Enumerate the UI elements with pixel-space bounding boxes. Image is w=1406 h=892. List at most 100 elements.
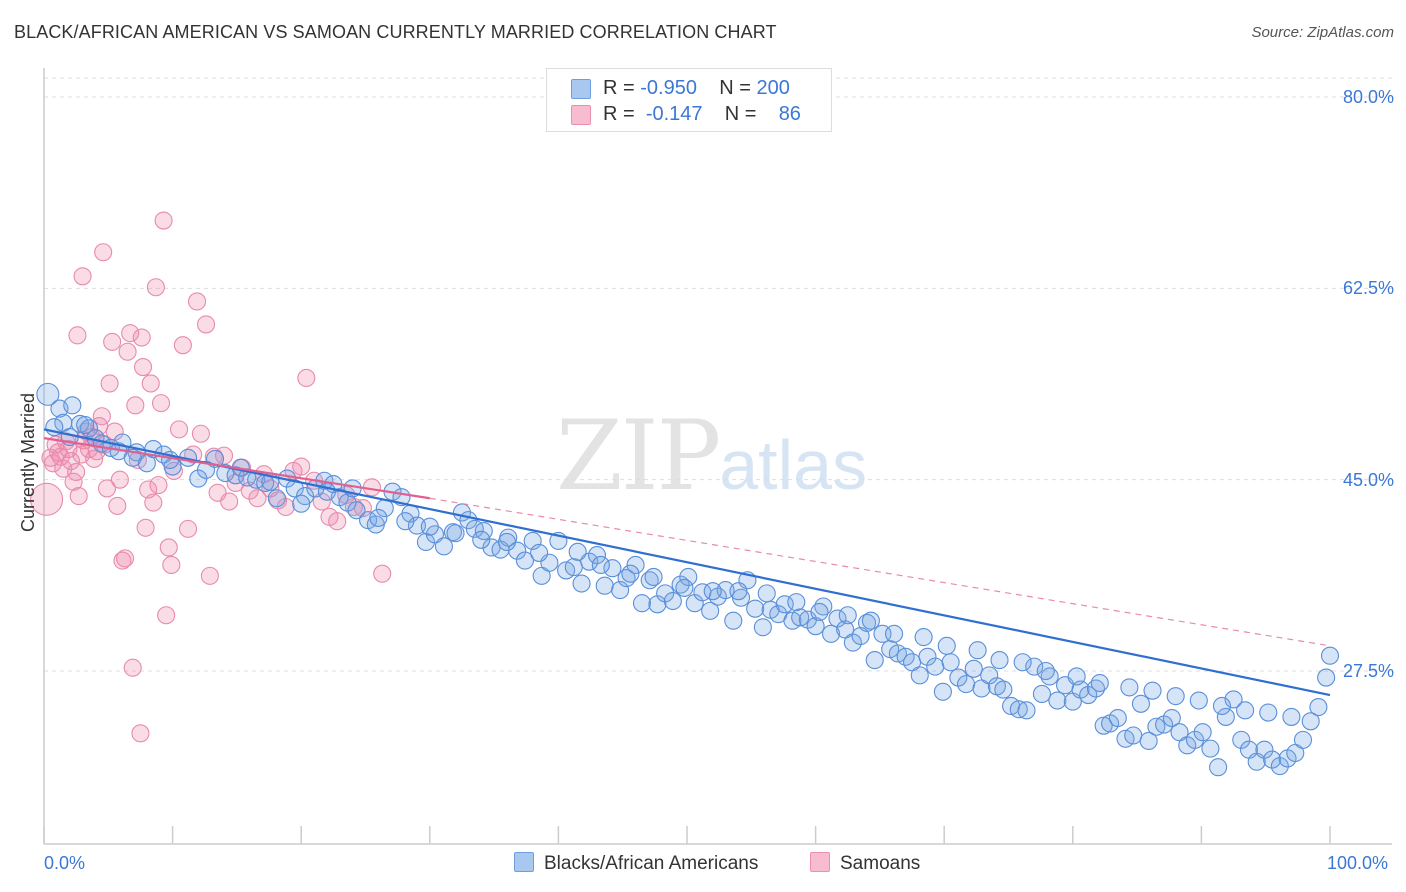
black-african-american-point — [918, 647, 937, 666]
samoan-point — [126, 396, 145, 415]
black-african-american-point — [63, 396, 82, 415]
legend-text-blacks: R = -0.950 N = 200 — [603, 77, 790, 99]
legend-r-value-blacks: -0.950 — [640, 77, 697, 99]
black-african-american-point — [1009, 700, 1028, 719]
legend-swatch-pink — [571, 105, 591, 125]
black-african-american-point — [1259, 703, 1278, 722]
samoan-point — [133, 358, 153, 377]
black-african-american-point — [1155, 715, 1174, 734]
samoan-point — [154, 211, 173, 230]
samoan-point — [292, 457, 311, 476]
legend-n-value-blacks: 200 — [756, 77, 790, 99]
black-african-american-point — [591, 555, 610, 574]
black-african-american-point — [1013, 653, 1032, 672]
black-african-american-point — [1301, 712, 1320, 731]
samoan-point — [131, 724, 150, 743]
black-african-american-point — [708, 587, 727, 606]
black-african-american-point — [572, 574, 591, 593]
samoan-point — [67, 462, 86, 482]
samoan-point — [248, 489, 267, 508]
black-african-american-point — [884, 624, 904, 643]
black-african-american-point — [1090, 673, 1109, 693]
black-african-american-point — [1124, 726, 1143, 745]
black-african-american-point — [1032, 684, 1051, 704]
legend-r-value-samoans: -0.147 — [645, 103, 703, 125]
chart-title: BLACK/AFRICAN AMERICAN VS SAMOAN CURRENT… — [14, 22, 777, 42]
black-african-american-point — [420, 517, 439, 536]
black-african-american-point — [1317, 668, 1336, 687]
samoan-point — [173, 336, 192, 355]
y-tick-label: 80.0% — [1342, 87, 1394, 107]
samoan-point — [113, 551, 132, 570]
legend-n-value-samoans: 86 — [778, 103, 801, 125]
samoan-point — [149, 476, 168, 495]
black-african-american-point — [1212, 696, 1232, 716]
black-african-american-point — [1166, 687, 1185, 706]
samoan-point — [191, 424, 210, 443]
black-african-american-points — [36, 382, 1340, 777]
black-african-american-point — [396, 512, 415, 531]
correlation-legend: R = -0.950 N = 200 R = -0.147 N = 86 — [546, 68, 832, 132]
black-african-american-point — [1185, 730, 1205, 749]
black-african-american-point — [407, 516, 426, 535]
black-african-american-point — [941, 653, 960, 672]
black-african-american-point — [347, 501, 366, 520]
black-african-american-point — [446, 524, 465, 543]
black-african-american-point — [1216, 707, 1235, 726]
samoan-point — [200, 566, 219, 585]
black-african-american-point — [1079, 686, 1098, 705]
black-african-american-point — [632, 594, 652, 613]
black-african-american-point — [1320, 646, 1340, 665]
samoan-point — [141, 374, 160, 393]
black-african-american-point — [472, 530, 491, 549]
black-african-american-point — [990, 651, 1009, 670]
samoan-point — [103, 332, 122, 351]
bottom-legend-label-samoans: Samoans — [840, 853, 921, 874]
black-african-american-point — [36, 382, 60, 406]
black-african-american-point — [843, 633, 862, 652]
black-african-american-point — [1120, 678, 1139, 697]
black-african-american-point — [663, 591, 682, 611]
samoan-point — [92, 407, 111, 426]
black-african-american-point — [515, 551, 535, 570]
samoan-point — [110, 470, 129, 489]
trend-lines — [43, 428, 1331, 697]
bottom-legend-blacks: Blacks/African Americans — [514, 852, 758, 876]
bottom-legend-samoans: Samoans — [810, 852, 920, 876]
watermark-zip: ZIP — [556, 400, 721, 512]
samoan-point — [30, 482, 64, 516]
black-african-american-point — [603, 559, 622, 578]
black-african-american-point — [587, 546, 607, 565]
y-tick-label: 62.5% — [1342, 278, 1394, 299]
samoan-point — [121, 324, 140, 343]
samoan-point — [196, 315, 216, 334]
grid-lines — [44, 77, 1392, 672]
black-african-american-point — [851, 626, 870, 646]
bottom-legend-swatch-pink — [810, 852, 830, 872]
black-african-american-point — [703, 582, 722, 601]
legend-swatch-blue — [571, 79, 591, 99]
black-african-american-point — [292, 494, 311, 513]
black-african-american-point — [753, 618, 772, 637]
black-african-american-point — [1209, 758, 1228, 777]
black-african-american-point — [838, 606, 857, 625]
samoan-point — [187, 292, 207, 311]
black-african-american-point — [1224, 690, 1243, 709]
black-african-american-point — [679, 567, 698, 587]
source-label: Source: ZipAtlas.com — [1251, 24, 1394, 41]
samoan-point — [69, 487, 88, 506]
axes — [43, 68, 1392, 845]
black-african-american-point — [656, 584, 675, 603]
black-african-american-point — [1025, 657, 1044, 676]
y-axis-title: Currently Married — [18, 392, 38, 532]
black-african-american-point — [806, 617, 825, 636]
samoan-point — [144, 493, 163, 512]
y-tick-label: 27.5% — [1342, 661, 1394, 681]
samoan-point — [146, 278, 165, 297]
samoan-point — [136, 518, 155, 537]
pink-trend-line-dashed — [429, 497, 1331, 647]
samoan-point — [43, 454, 63, 473]
black-african-american-point — [434, 537, 453, 556]
black-african-american-point — [775, 595, 794, 614]
black-african-american-point — [716, 581, 735, 600]
